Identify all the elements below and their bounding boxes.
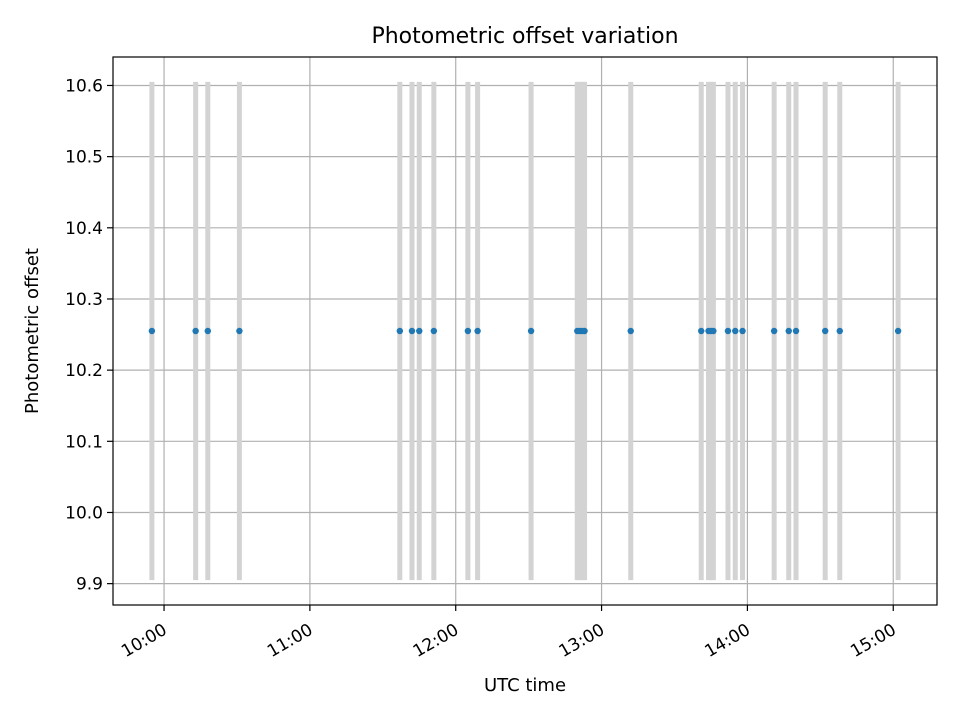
x-tick-label: 14:00: [701, 620, 753, 662]
y-axis-ticks: 9.9 10.0 10.1 10.2 10.3 10.4 10.5 10.6: [65, 76, 113, 595]
y-axis-label: Photometric offset: [22, 248, 43, 414]
data-point: [732, 327, 739, 335]
data-point: [698, 327, 705, 335]
data-point: [148, 327, 156, 335]
data-point: [894, 327, 902, 335]
data-point: [474, 327, 481, 335]
data-point: [527, 327, 535, 335]
data-point: [785, 327, 792, 335]
x-tick-label: 12:00: [410, 620, 462, 662]
y-tick-label: 10.2: [65, 361, 103, 381]
x-tick-label: 13:00: [556, 620, 608, 662]
y-tick-label: 10.1: [65, 432, 103, 452]
data-point: [236, 327, 243, 335]
x-axis-ticks: 10:00 11:00 12:00 13:00 14:00 15:00: [118, 605, 900, 662]
y-tick-label: 9.9: [76, 575, 103, 595]
data-point: [710, 327, 717, 335]
data-point: [581, 327, 588, 335]
x-tick-label: 10:00: [118, 620, 170, 662]
data-point: [416, 327, 423, 335]
y-tick-label: 10.5: [65, 148, 103, 168]
data-point: [770, 327, 778, 335]
x-tick-label: 15:00: [847, 620, 899, 662]
plot-frame: [112, 56, 938, 606]
y-tick-label: 10.0: [65, 503, 103, 523]
y-tick-label: 10.4: [65, 219, 103, 239]
grid: [113, 57, 937, 605]
y-tick-label: 10.3: [65, 290, 103, 310]
data-point: [192, 327, 199, 335]
data-point: [821, 327, 829, 335]
x-tick-label: 11:00: [264, 620, 316, 662]
data-point: [627, 327, 634, 335]
data-point: [792, 327, 800, 335]
x-axis-label: UTC time: [484, 675, 566, 696]
data-point: [408, 327, 416, 335]
data-point: [464, 327, 472, 335]
data-point: [836, 327, 843, 335]
data-point: [430, 327, 438, 335]
data-point: [724, 327, 732, 335]
data-point: [739, 327, 746, 335]
y-tick-label: 10.6: [65, 76, 103, 96]
data-point: [204, 327, 211, 335]
data-points: [148, 327, 902, 335]
chart-title: Photometric offset variation: [371, 24, 678, 49]
data-point: [396, 327, 404, 335]
